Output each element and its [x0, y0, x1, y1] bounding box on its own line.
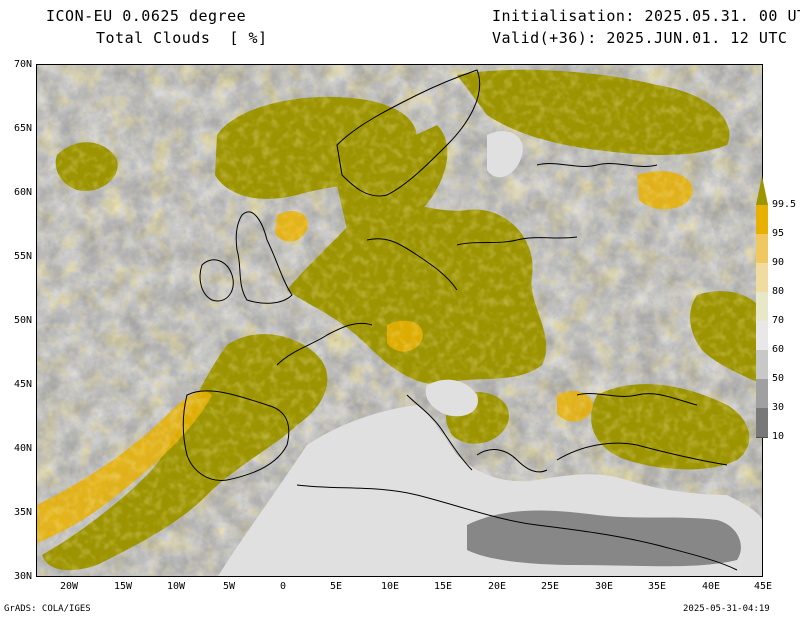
sahara-cloud-band [467, 510, 741, 567]
colorbar-label: 80 [772, 286, 785, 297]
colorbar-label: 99.5 [772, 199, 797, 210]
lon-label: 5E [329, 581, 343, 592]
lon-label: 10E [380, 581, 400, 592]
lon-label: 45E [753, 581, 773, 592]
colorbar-label: 50 [772, 373, 785, 384]
footer-credit: GrADS: COLA/IGES [4, 604, 91, 614]
valid-time: Valid(+36): 2025.JUN.01. 12 UTC [492, 29, 788, 47]
colorbar-swatch [756, 176, 768, 205]
lat-label: 50N [13, 315, 32, 326]
colorbar-label: 90 [772, 257, 785, 268]
lat-label: 60N [13, 187, 32, 198]
lat-label: 35N [13, 507, 32, 518]
colorbar-swatch [756, 321, 768, 350]
lon-label: 20E [487, 581, 507, 592]
lon-label: 35E [647, 581, 667, 592]
init-time: Initialisation: 2025.05.31. 00 UTC [492, 7, 800, 25]
colorbar-swatch [756, 205, 768, 234]
colorbar [756, 176, 768, 438]
lon-label: 15W [113, 581, 133, 592]
colorbar-label: 10 [772, 431, 785, 442]
field-title: Total Clouds [ %] [96, 29, 268, 47]
colorbar-swatch [756, 263, 768, 292]
footer-timestamp: 2025-05-31-04:19 [683, 604, 770, 614]
lon-label: 5W [222, 581, 236, 592]
cloud-map-image [37, 65, 762, 576]
lat-label: 70N [13, 59, 32, 70]
lat-label: 55N [13, 251, 32, 262]
colorbar-label: 95 [772, 228, 785, 239]
lon-label: 40E [701, 581, 721, 592]
colorbar-swatch [756, 437, 768, 438]
lat-label: 40N [13, 443, 32, 454]
colorbar-label: 60 [772, 344, 785, 355]
coastlines [182, 69, 738, 571]
cloud-map [36, 64, 763, 577]
colorbar-label: 30 [772, 402, 785, 413]
lon-label: 15E [433, 581, 453, 592]
model-title: ICON-EU 0.0625 degree [46, 7, 247, 25]
lon-label: 10W [166, 581, 186, 592]
lon-label: 20W [59, 581, 79, 592]
lat-label: 45N [13, 379, 32, 390]
colorbar-swatch [756, 379, 768, 408]
lon-label: 0 [279, 581, 287, 592]
lon-label: 25E [540, 581, 560, 592]
colorbar-swatch [756, 350, 768, 379]
colorbar-swatch [756, 234, 768, 263]
lat-label: 65N [13, 123, 32, 134]
colorbar-swatch [756, 292, 768, 321]
lat-label: 30N [13, 571, 32, 582]
colorbar-label: 70 [772, 315, 785, 326]
lon-label: 30E [594, 581, 614, 592]
colorbar-swatch [756, 408, 768, 437]
